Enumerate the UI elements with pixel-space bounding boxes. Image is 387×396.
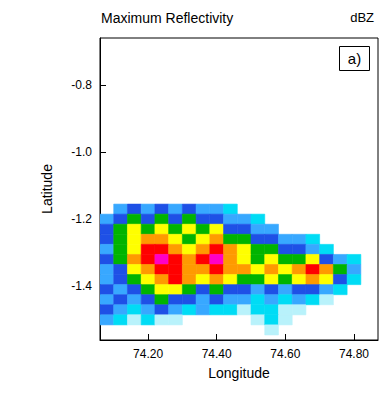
svg-text:a): a) <box>348 50 361 67</box>
svg-text:-1.4: -1.4 <box>71 279 92 293</box>
svg-text:-1.0: -1.0 <box>71 145 92 159</box>
svg-text:-0.8: -0.8 <box>71 78 92 92</box>
svg-text:Latitude: Latitude <box>39 164 55 214</box>
svg-text:74.60: 74.60 <box>270 347 300 361</box>
svg-text:74.80: 74.80 <box>339 347 369 361</box>
svg-text:Longitude: Longitude <box>208 365 270 381</box>
svg-text:Maximum Reflectivity: Maximum Reflectivity <box>101 10 233 26</box>
svg-text:74.40: 74.40 <box>202 347 232 361</box>
svg-text:-1.2: -1.2 <box>71 212 92 226</box>
svg-text:dBZ: dBZ <box>350 10 374 25</box>
svg-text:74.20: 74.20 <box>133 347 163 361</box>
